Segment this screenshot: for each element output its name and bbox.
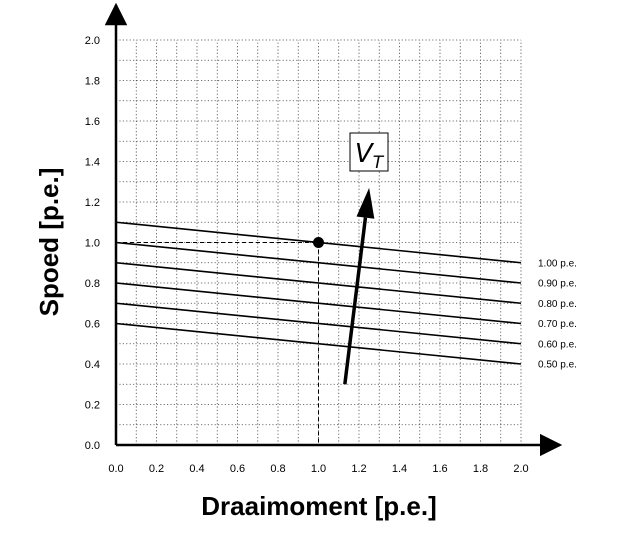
series-line xyxy=(115,241,522,284)
vt-arrow-shaft xyxy=(343,217,368,385)
x-tick-label: 1.6 xyxy=(432,463,447,475)
x-tick-label: 0.0 xyxy=(108,463,123,475)
y-tick-label: 1.0 xyxy=(85,238,100,250)
x-tick-label: 0.2 xyxy=(149,463,164,475)
y-tick-label: 1.8 xyxy=(85,76,100,88)
y-tick-label: 0.4 xyxy=(85,359,100,371)
x-tick-label: 0.4 xyxy=(189,463,204,475)
y-tick-label: 0.2 xyxy=(85,400,100,412)
y-tick-label: 0.6 xyxy=(85,319,100,331)
y-tick-label: 0.0 xyxy=(85,440,100,452)
x-tick-labels: 0.0 0.2 0.4 0.6 0.8 1.0 1.2 1.4 1.6 1.8 2.0 xyxy=(108,463,528,475)
vt-label-frame xyxy=(349,132,389,172)
grid xyxy=(116,39,522,445)
vt-label-box: VT xyxy=(349,132,389,173)
y-tick-label: 1.6 xyxy=(85,116,100,128)
vt-label: VT xyxy=(355,139,385,173)
axes xyxy=(104,2,563,457)
series-labels: 1.00 p.e. 0.90 p.e. 0.80 p.e. 0.70 p.e. 0.60… xyxy=(538,258,577,370)
series-label: 0.90 p.e. xyxy=(538,279,577,290)
series-label: 0.80 p.e. xyxy=(538,299,577,310)
series-label: 0.60 p.e. xyxy=(538,339,577,350)
operating-point-reference xyxy=(116,237,324,445)
y-tick-label: 2.0 xyxy=(85,35,100,47)
series-line xyxy=(115,261,522,305)
series-line xyxy=(115,282,522,325)
vt-arrow-head xyxy=(356,187,375,219)
x-tick-label: 1.8 xyxy=(473,463,488,475)
x-tick-label: 1.0 xyxy=(311,463,326,475)
series-label: 0.70 p.e. xyxy=(538,319,577,330)
y-tick-label: 1.4 xyxy=(85,157,100,169)
x-axis-title: Draaimoment [p.e.] xyxy=(201,491,437,521)
x-tick-label: 1.4 xyxy=(392,463,407,475)
x-tick-label: 0.6 xyxy=(230,463,245,475)
y-tick-label: 0.8 xyxy=(85,278,100,290)
y-tick-labels: 0.0 0.2 0.4 0.6 0.8 1.0 1.2 1.4 1.6 1.8 2.0 xyxy=(85,35,100,452)
vt-arrow xyxy=(343,187,375,385)
x-tick-label: 1.2 xyxy=(351,463,366,475)
y-tick-label: 1.2 xyxy=(85,197,100,209)
x-tick-label: 2.0 xyxy=(513,463,528,475)
series-label: 1.00 p.e. xyxy=(538,258,577,269)
series-label: 0.50 p.e. xyxy=(538,360,577,371)
y-axis-title: Spoed [p.e.] xyxy=(34,168,64,317)
operating-point-marker xyxy=(313,237,324,248)
x-tick-label: 0.8 xyxy=(270,463,285,475)
